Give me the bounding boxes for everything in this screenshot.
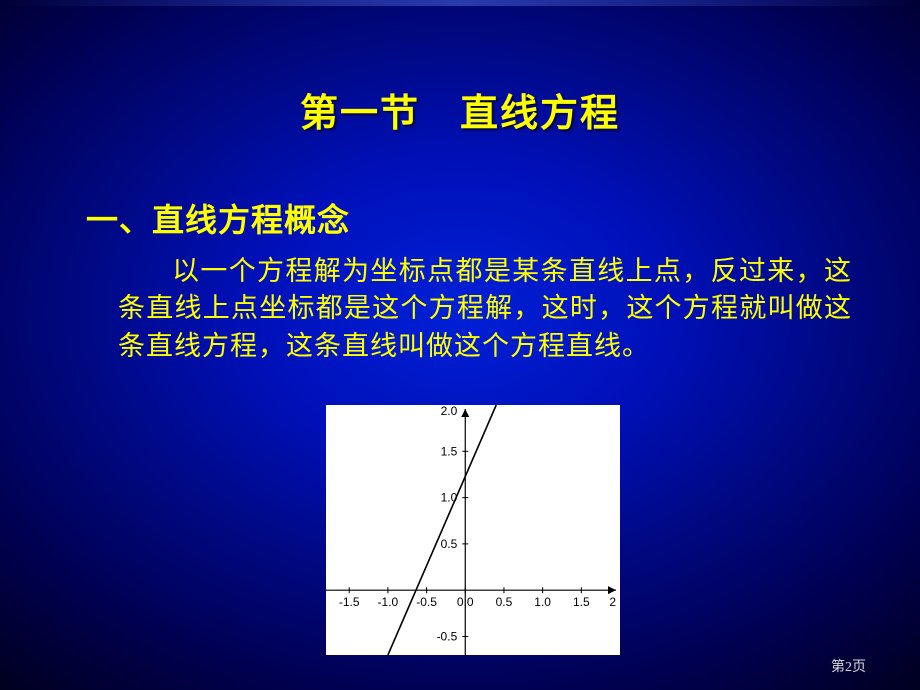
page-number: 第2页 (831, 656, 866, 676)
svg-text:-1.0: -1.0 (378, 595, 399, 609)
svg-text:0.0: 0.0 (457, 595, 474, 609)
svg-text:1.0: 1.0 (534, 595, 551, 609)
line-chart: -1.5 -1.0 -0.5 0.0 0.5 1.0 1.5 -0.5 0.5 1.0 1.5 2.0… (326, 405, 620, 655)
svg-text:1.0: 1.0 (441, 491, 458, 505)
title-text: 第一节 直线方程 (300, 93, 620, 135)
body-paragraph: 以一个方程解为坐标点都是某条直线上点，反过来，这条直线上点坐标都是这个方程解，这… (118, 253, 852, 365)
svg-text:2.0: 2.0 (441, 405, 458, 418)
svg-text:1.5: 1.5 (573, 595, 590, 609)
svg-text:-0.5: -0.5 (437, 629, 458, 643)
svg-text:0.5: 0.5 (496, 595, 513, 609)
svg-text:-0.5: -0.5 (416, 595, 437, 609)
section-heading: 一、直线方程概念 (86, 195, 920, 241)
svg-text:0.5: 0.5 (441, 537, 458, 551)
chart-svg: -1.5 -1.0 -0.5 0.0 0.5 1.0 1.5 -0.5 0.5 1.0 1.5 2.0… (326, 405, 620, 655)
slide-title: 第一节 直线方程 (0, 0, 920, 137)
svg-text:1.5: 1.5 (441, 444, 458, 458)
svg-text:2: 2 (609, 595, 616, 609)
decorative-stripe (0, 0, 920, 6)
svg-text:-1.5: -1.5 (339, 595, 360, 609)
